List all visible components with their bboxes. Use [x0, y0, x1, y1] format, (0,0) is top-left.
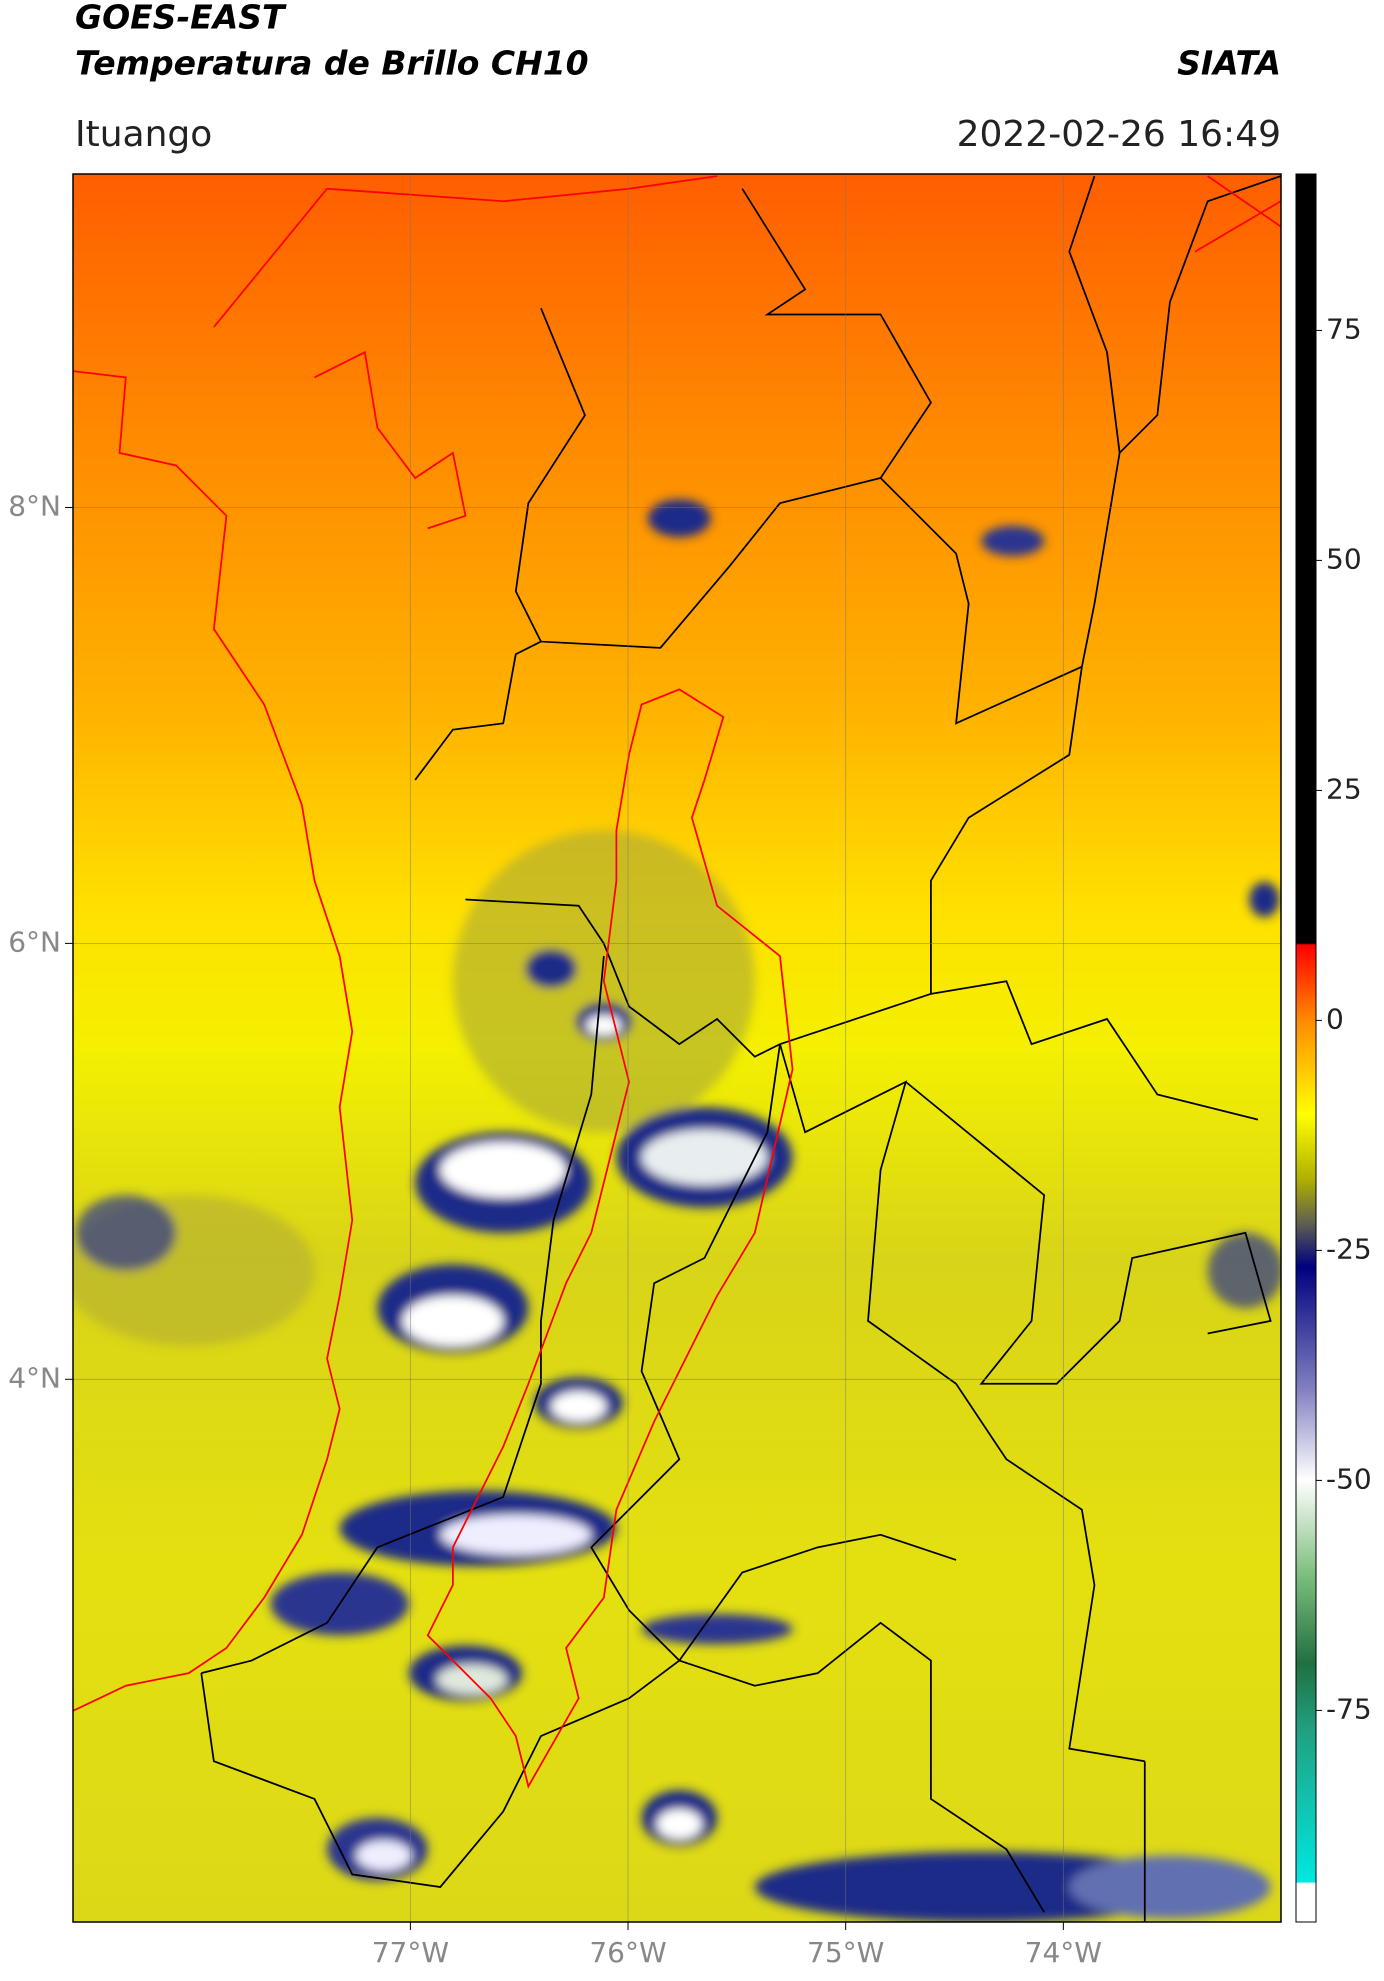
colorbar-tick-label: 50 [1326, 542, 1362, 575]
colorbar-tick-label: 25 [1326, 772, 1362, 805]
admin-borders [200, 175, 1281, 1922]
y-tick-label: 6°N [8, 925, 61, 958]
x-tick-label: 77°W [372, 1936, 449, 1969]
x-tick-label: 75°W [807, 1936, 884, 1969]
cloud-field [73, 499, 1281, 1922]
colorbar-tick-label: 0 [1326, 1002, 1344, 1035]
colorbar-tick-label: -25 [1326, 1232, 1372, 1265]
source: SIATA [1177, 44, 1281, 83]
coastline-and-basin [73, 175, 1281, 1789]
y-tick-label: 8°N [8, 489, 61, 522]
region: Ituango [75, 114, 212, 155]
grid [73, 174, 1281, 1922]
map [73, 174, 1281, 1922]
colorbar-tick-label: 75 [1326, 312, 1362, 345]
colorbar-tick-label: -75 [1326, 1692, 1372, 1725]
subtitle: Temperatura de Brillo CH10 [75, 44, 589, 83]
title: GOES-EAST [75, 0, 287, 37]
y-tick-label: 4°N [8, 1361, 61, 1394]
colorbar-tick-label: -50 [1326, 1462, 1372, 1495]
map-frame [72, 173, 1282, 1923]
timestamp: 2022-02-26 16:49 [957, 114, 1281, 155]
x-tick-label: 74°W [1025, 1936, 1102, 1969]
colorbar [1295, 173, 1317, 1923]
x-tick-label: 76°W [589, 1936, 666, 1969]
